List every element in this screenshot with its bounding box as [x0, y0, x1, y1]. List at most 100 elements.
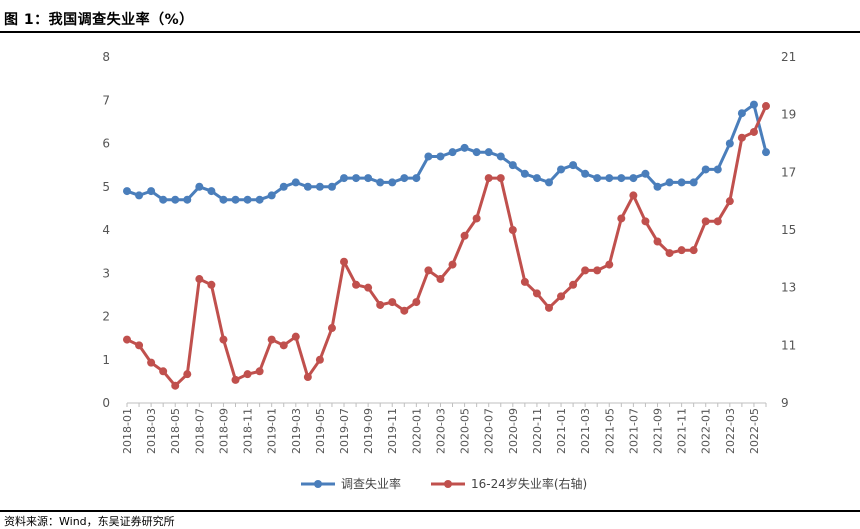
left-y-tick-label: 6	[102, 137, 110, 151]
data-point	[544, 303, 553, 312]
data-point	[665, 249, 674, 258]
x-axis: 2018-01 2018-03 2018-05 2018-07 2018-09 2018-…	[121, 403, 767, 454]
x-tick-label: 2021-11	[676, 408, 689, 454]
bottom-rule	[0, 510, 860, 512]
left-y-tick-label: 3	[102, 266, 110, 280]
data-point	[207, 280, 216, 289]
x-tick-label: 2022-05	[748, 408, 761, 454]
data-point	[424, 152, 433, 161]
data-point	[484, 148, 493, 157]
data-point	[279, 182, 288, 191]
data-point	[713, 217, 722, 226]
data-point	[195, 182, 204, 191]
data-point	[243, 370, 252, 379]
data-point	[737, 133, 746, 142]
x-tick-label: 2021-09	[651, 408, 664, 454]
legend-item-1: 调查失业率	[301, 476, 401, 491]
x-tick-label: 2021-05	[603, 408, 616, 454]
data-point	[557, 292, 566, 301]
x-tick-label: 2018-05	[169, 408, 182, 454]
data-point	[412, 298, 421, 307]
x-tick-label: 2019-07	[338, 408, 351, 454]
series-2	[123, 102, 770, 390]
series-line	[126, 105, 768, 388]
left-y-tick-label: 5	[102, 180, 110, 194]
data-point	[448, 148, 457, 157]
data-point	[677, 246, 686, 255]
data-point	[352, 174, 361, 183]
data-point	[460, 143, 469, 152]
data-point	[532, 174, 541, 183]
data-point	[460, 231, 469, 240]
data-point	[303, 182, 312, 191]
data-point	[737, 109, 746, 118]
data-point	[520, 169, 529, 178]
x-tick-label: 2021-07	[627, 408, 640, 454]
data-point	[231, 195, 240, 204]
data-point	[641, 217, 650, 226]
data-point	[388, 298, 397, 307]
data-point	[412, 174, 421, 183]
right-y-tick-label: 13	[781, 281, 796, 295]
data-point	[267, 191, 276, 200]
data-point	[364, 174, 373, 183]
data-point	[171, 195, 180, 204]
left-y-tick-label: 2	[102, 310, 110, 324]
data-point	[581, 266, 590, 275]
data-point	[436, 152, 445, 161]
left-y-tick-label: 7	[102, 93, 110, 107]
data-point	[508, 226, 517, 234]
data-point	[496, 152, 505, 161]
data-point	[388, 178, 397, 187]
x-tick-label: 2019-01	[266, 408, 279, 454]
data-point	[327, 182, 336, 191]
data-point	[400, 174, 409, 183]
data-point	[472, 148, 481, 157]
data-point	[749, 100, 758, 109]
x-tick-label: 2018-11	[242, 408, 255, 454]
data-point	[376, 178, 385, 187]
data-point	[147, 358, 156, 367]
source-note: 资料来源：Wind，东吴证券研究所	[4, 515, 175, 528]
left-y-tick-label: 0	[102, 396, 110, 410]
data-point	[749, 127, 758, 136]
data-point	[725, 197, 734, 206]
legend-label: 16-24岁失业率(右轴)	[471, 476, 587, 491]
data-point	[701, 217, 710, 226]
data-point	[303, 373, 312, 382]
left-y-axis: 0 1 2 3 4 5 6 7 8	[102, 50, 110, 410]
x-tick-label: 2020-01	[410, 408, 423, 454]
data-point	[725, 139, 734, 148]
data-point	[340, 257, 349, 266]
x-tick-label: 2022-03	[724, 408, 737, 454]
data-point	[315, 182, 324, 191]
x-tick-label: 2019-03	[290, 408, 303, 454]
data-point	[436, 275, 445, 284]
data-point	[653, 182, 662, 191]
data-point	[762, 148, 770, 157]
data-point	[364, 283, 373, 292]
data-point	[484, 174, 493, 183]
x-tick-label: 2018-03	[145, 408, 158, 454]
data-point	[231, 375, 240, 384]
left-y-tick-label: 8	[102, 50, 110, 64]
right-y-tick-label: 9	[781, 396, 789, 410]
data-point	[581, 169, 590, 178]
x-tick-label: 2020-03	[434, 408, 447, 454]
data-point	[472, 214, 481, 223]
x-tick-label: 2020-11	[531, 408, 544, 454]
data-point	[569, 161, 578, 170]
data-point	[135, 341, 144, 350]
data-point	[376, 300, 385, 309]
data-point	[159, 367, 168, 376]
data-point	[327, 324, 336, 333]
data-point	[424, 266, 433, 275]
x-tick-label: 2022-01	[700, 408, 713, 454]
x-tick-label: 2019-09	[362, 408, 375, 454]
x-tick-label: 2019-11	[386, 408, 399, 454]
series-1	[123, 100, 770, 204]
data-point	[219, 335, 228, 344]
top-rule	[0, 31, 860, 33]
right-y-tick-label: 17	[781, 165, 796, 179]
right-y-tick-label: 19	[781, 108, 796, 122]
